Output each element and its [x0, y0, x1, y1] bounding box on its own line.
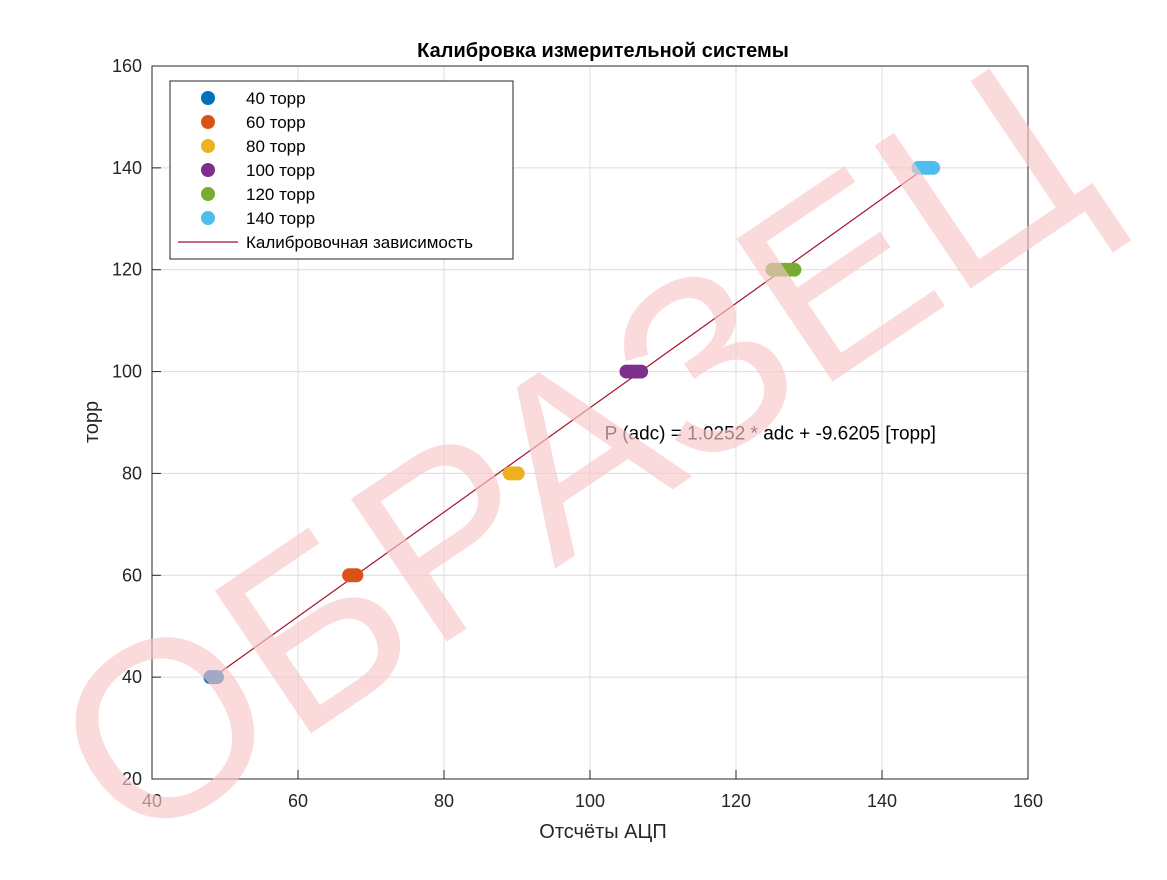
data-point-series-2	[510, 466, 525, 481]
legend-entry-label: Калибровочная зависимость	[246, 233, 473, 252]
legend-entry-label: 40 торр	[246, 89, 306, 108]
legend-marker	[201, 187, 215, 201]
fit-line-layer	[212, 162, 932, 678]
x-tick-label: 80	[434, 791, 454, 811]
data-point-series-1	[349, 568, 364, 583]
data-point-series-4	[787, 262, 802, 277]
chart-title: Калибровка измерительной системы	[417, 40, 789, 62]
legend-marker	[201, 115, 215, 129]
legend-marker	[201, 139, 215, 153]
x-tick-label: 120	[721, 791, 751, 811]
y-tick-label: 140	[112, 158, 142, 178]
x-tick-label: 160	[1013, 791, 1043, 811]
legend-entry-label: 100 торр	[246, 161, 315, 180]
points-layer	[203, 160, 941, 685]
y-axis-label: торр	[81, 401, 103, 443]
legend-marker	[201, 91, 215, 105]
y-tick-label: 100	[112, 362, 142, 382]
y-tick-label: 120	[112, 260, 142, 280]
x-tick-label: 100	[575, 791, 605, 811]
grid	[151, 65, 1029, 780]
legend: 40 торр 60 торр 80 торр 100 торр 120 торр 140…	[169, 80, 514, 260]
legend-box	[169, 80, 514, 260]
x-tick-label: 140	[867, 791, 897, 811]
legend-marker	[201, 211, 215, 225]
data-point-series-5	[926, 160, 941, 175]
y-tick-label: 60	[122, 565, 142, 585]
legend-entry-label: 60 торр	[246, 113, 306, 132]
legend-entry-label: 120 торр	[246, 185, 315, 204]
y-tick-label: 40	[122, 667, 142, 687]
y-tick-label: 160	[112, 56, 142, 76]
data-point-series-3	[634, 364, 649, 379]
y-tick-label: 80	[122, 463, 142, 483]
x-axis-label: Отсчёты АЦП	[539, 821, 666, 843]
calibration-fit-line	[212, 162, 932, 678]
legend-entry-label: 140 торр	[246, 209, 315, 228]
x-tick-label: 60	[288, 791, 308, 811]
fit-equation-annotation: P (adc) = 1.0252 * adc + -9.6205 [торр]	[605, 424, 936, 445]
legend-entry-label: 80 торр	[246, 137, 306, 156]
x-tick-label: 40	[142, 791, 162, 811]
data-point-series-0	[209, 670, 224, 685]
y-tick-label: 20	[122, 769, 142, 789]
legend-marker	[201, 163, 215, 177]
